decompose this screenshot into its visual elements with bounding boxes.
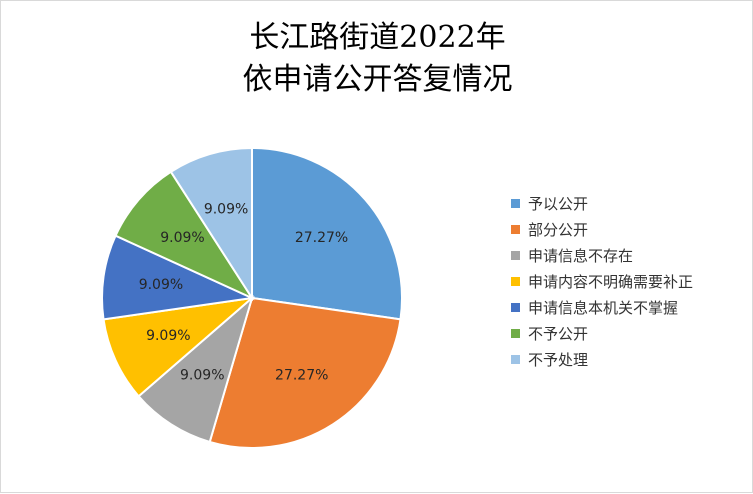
- legend-swatch-5: [511, 303, 520, 312]
- legend-item-4: 申请内容不明确需要补正: [511, 269, 693, 295]
- legend-label-7: 不予处理: [528, 351, 589, 369]
- legend-label-2: 部分公开: [528, 221, 589, 239]
- slice-label-5: 9.09%: [139, 277, 183, 293]
- pie-slice-3: [137, 295, 254, 444]
- legend-item-7: 不予处理: [511, 347, 693, 373]
- slice-label-3: 9.09%: [180, 367, 224, 383]
- legend-swatch-2: [511, 225, 520, 234]
- slice-label-6: 9.09%: [160, 230, 204, 246]
- legend-label-6: 不予公开: [528, 325, 589, 343]
- slice-label-4: 9.09%: [146, 328, 190, 344]
- legend-swatch-3: [511, 251, 520, 260]
- pie-slice-5: [101, 234, 256, 321]
- legend-label-3: 申请信息不存在: [528, 247, 634, 265]
- slice-label-1: 27.27%: [295, 230, 348, 246]
- chart-title: 长江路街道2022年 依申请公开答复情况: [1, 17, 753, 101]
- legend-label-4: 申请内容不明确需要补正: [528, 273, 694, 291]
- pie-slice-4: [102, 296, 256, 398]
- legend-swatch-1: [511, 199, 520, 208]
- slice-label-7: 9.09%: [204, 202, 248, 218]
- legend-label-1: 予以公开: [528, 195, 589, 213]
- legend-item-3: 申请信息不存在: [511, 243, 693, 269]
- legend-item-6: 不予公开: [511, 321, 693, 347]
- pie-slice-1: [251, 146, 403, 321]
- legend-swatch-7: [511, 355, 520, 364]
- legend-label-5: 申请信息本机关不掌握: [528, 299, 679, 317]
- pie-slice-2: [208, 296, 402, 449]
- legend-swatch-6: [511, 329, 520, 338]
- chart-title-line-1: 长江路街道2022年: [249, 20, 506, 55]
- pie-slice-6: [114, 170, 255, 301]
- legend-swatch-4: [511, 277, 520, 286]
- legend-item-1: 予以公开: [511, 191, 693, 217]
- legend-item-2: 部分公开: [511, 217, 693, 243]
- pie-slice-7: [169, 146, 253, 302]
- chart-title-line-2: 依申请公开答复情况: [242, 62, 513, 97]
- slice-label-2: 27.27%: [275, 367, 328, 383]
- legend-item-5: 申请信息本机关不掌握: [511, 295, 693, 321]
- legend: 予以公开 部分公开 申请信息不存在 申请内容不明确需要补正 申请信息本机关不掌握…: [511, 191, 693, 373]
